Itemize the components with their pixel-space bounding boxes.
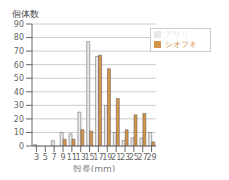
svg-text:40: 40: [14, 88, 24, 97]
svg-text:29: 29: [146, 153, 156, 162]
svg-text:70: 70: [14, 47, 24, 56]
svg-text:3: 3: [34, 153, 39, 162]
svg-text:0: 0: [19, 142, 24, 151]
svg-text:9: 9: [60, 153, 65, 162]
svg-text:殻長(mm): 殻長(mm): [73, 164, 116, 172]
svg-text:20: 20: [14, 115, 24, 124]
svg-text:80: 80: [14, 33, 24, 42]
svg-text:30: 30: [14, 101, 24, 110]
svg-text:23: 23: [119, 152, 131, 162]
html-text:25 27: 25 27: [128, 152, 148, 162]
svg-text:5: 5: [43, 153, 48, 162]
svg-text:90: 90: [14, 20, 24, 29]
html-text:個体数: 個体数: [12, 9, 39, 19]
svg-text:60: 60: [14, 61, 24, 70]
svg-text:7: 7: [52, 153, 57, 162]
html-text:アサリ: アサリ: [165, 30, 189, 39]
svg-text:50: 50: [14, 74, 24, 83]
svg-text:10: 10: [14, 128, 24, 137]
html-text:11 13 15 17 19 21: 11 13 15 17 19 21: [66, 152, 122, 162]
html-text:シオフキ: シオフキ: [165, 40, 197, 49]
